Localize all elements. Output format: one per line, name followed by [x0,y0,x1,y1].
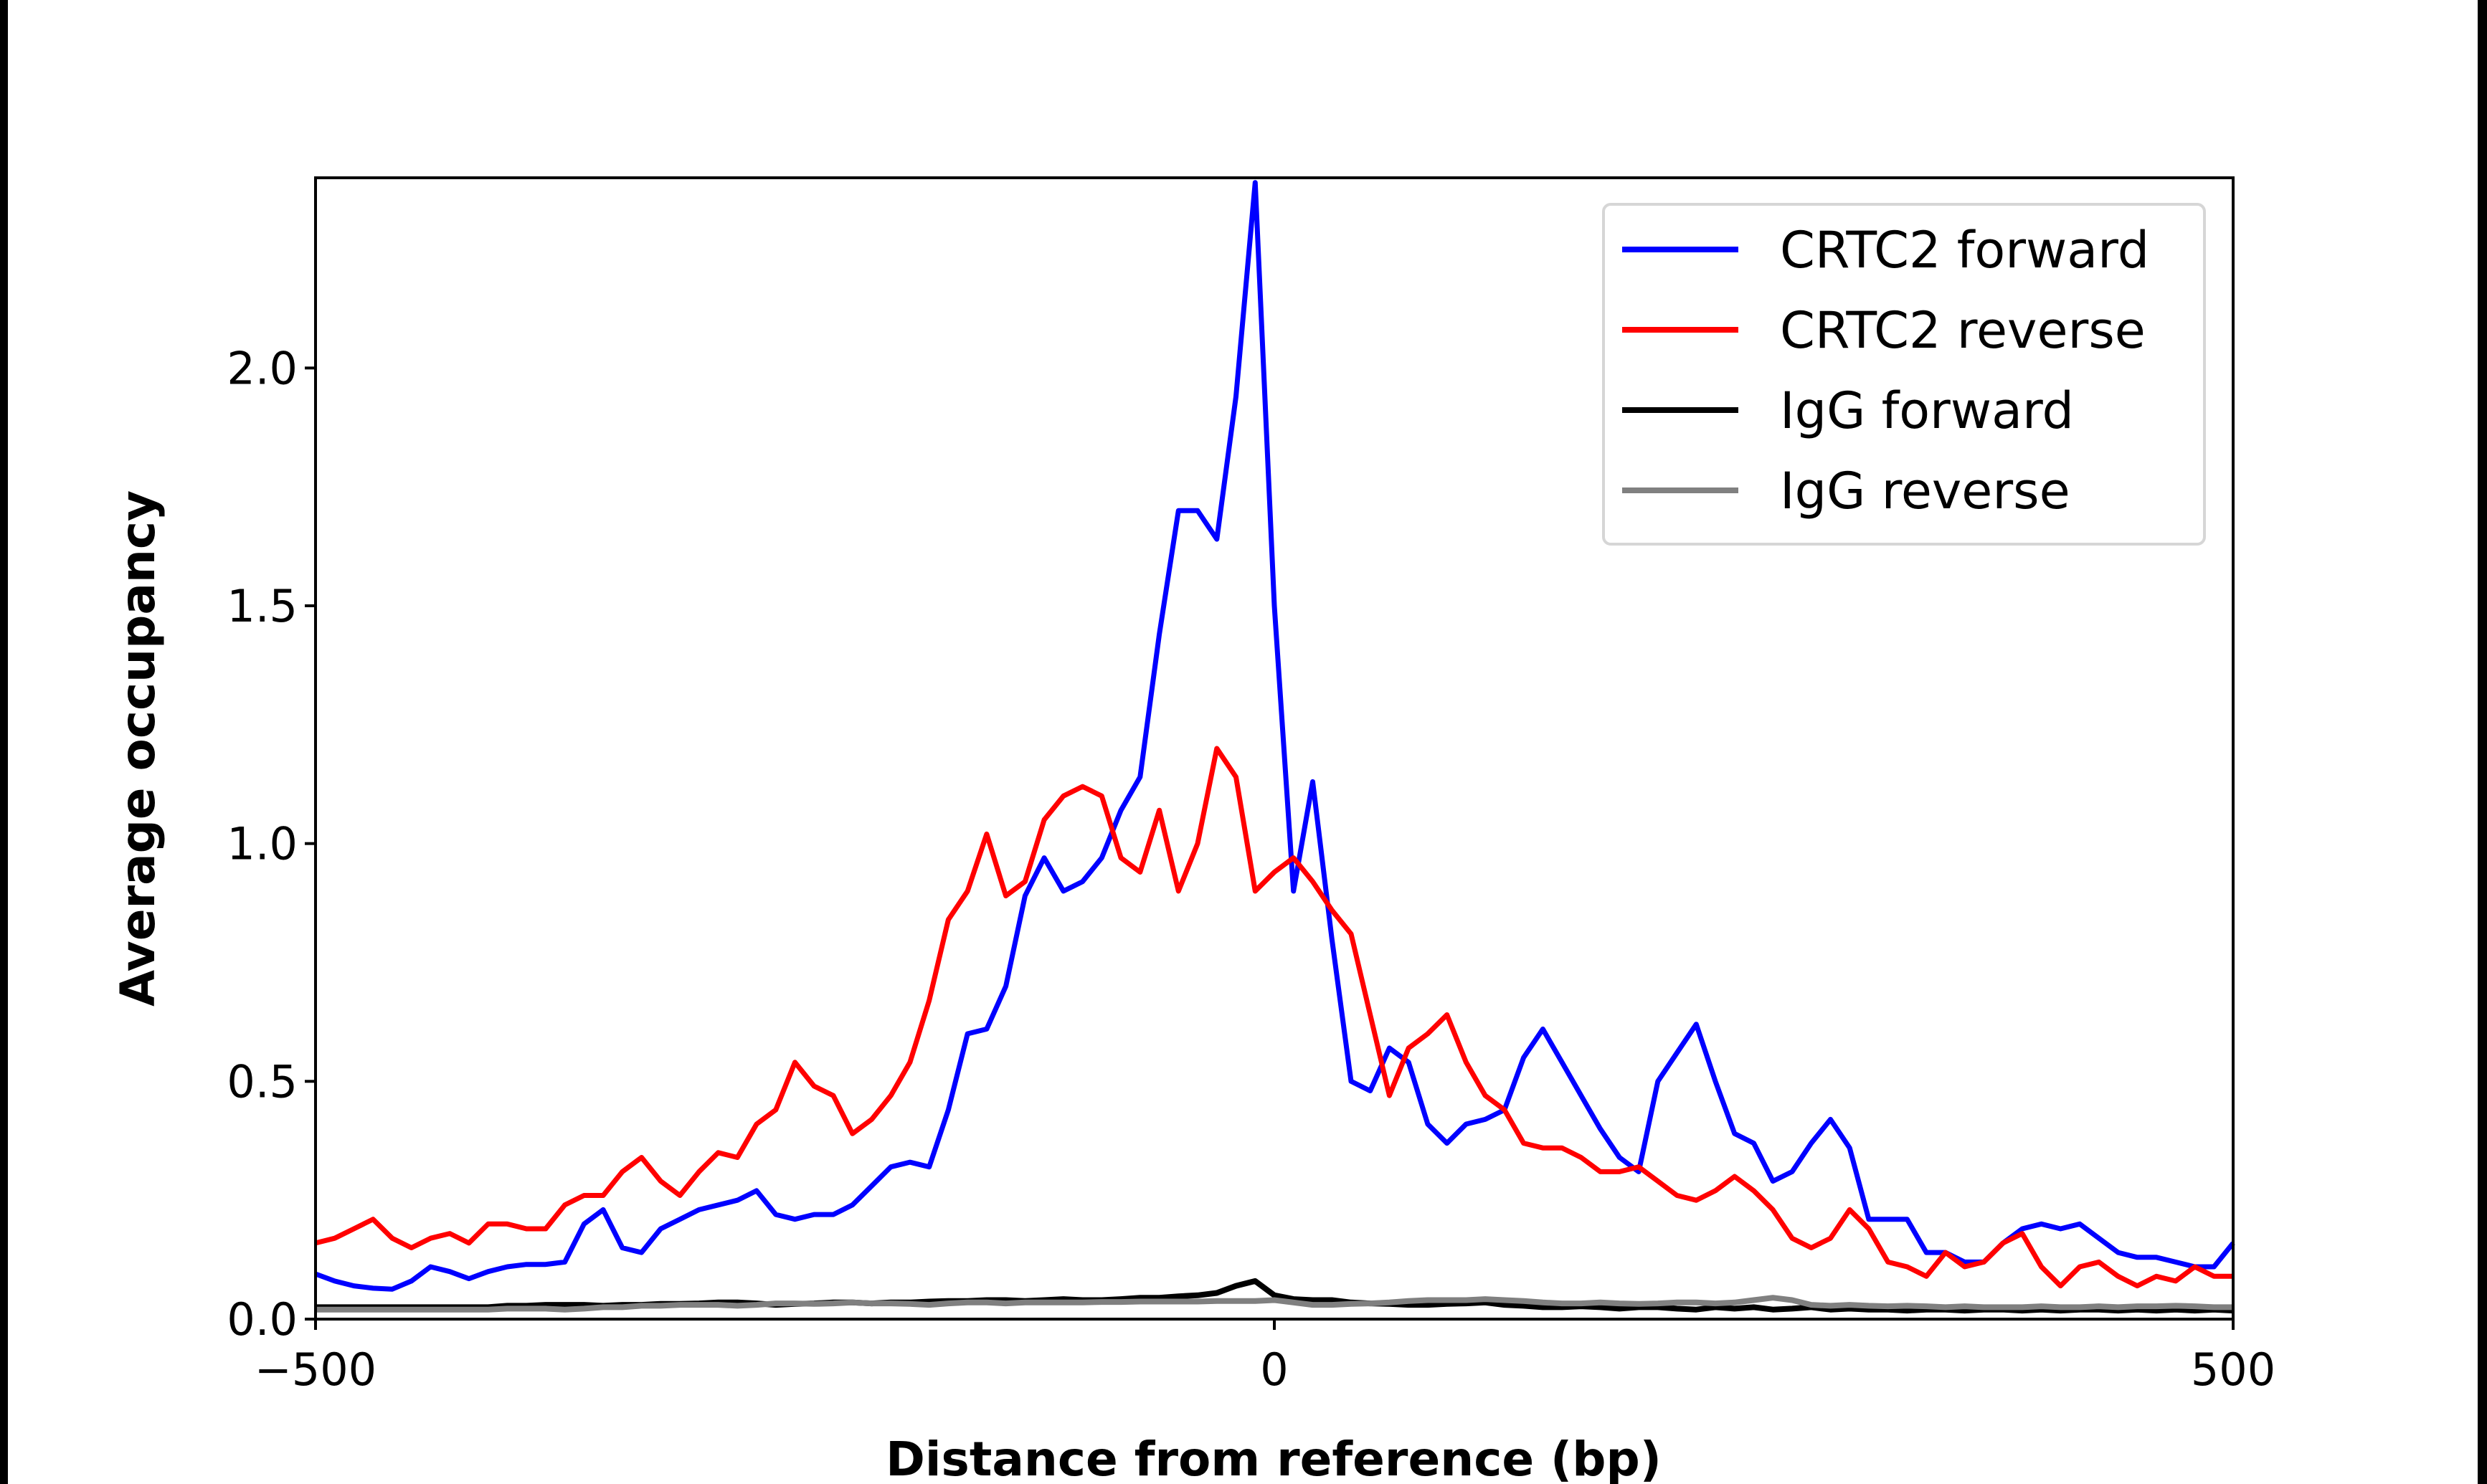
y-tick-label: 0.0 [227,1293,298,1346]
y-tick-label: 0.5 [227,1055,298,1108]
x-axis-ticks: −500 0 500 [255,1319,2275,1396]
y-axis-label: Average occupancy [110,490,166,1007]
left-edge-bar [0,0,8,1484]
series-line-crtc2-reverse [315,746,2233,1289]
x-tick-label: −500 [255,1343,376,1396]
legend-label: IgG forward [1780,381,2074,440]
series-line-igg-reverse [316,1295,2233,1313]
right-edge-bar [2478,0,2487,1484]
legend-box [1602,203,2206,546]
legend-label: IgG reverse [1780,462,2070,520]
y-axis-ticks: 0.0 0.5 1.0 1.5 2.0 [227,342,316,1346]
y-tick-label: 2.0 [227,342,298,394]
legend: CRTC2 forward CRTC2 reverse IgG forward IgG… [1602,203,2206,546]
x-axis-label: Distance from reference (bp) [886,1432,1662,1484]
y-tick-label: 1.0 [227,818,298,870]
x-tick-label: 0 [1260,1343,1288,1396]
legend-label: CRTC2 reverse [1780,301,2146,360]
y-tick-label: 1.5 [227,580,298,632]
series-line-crtc2-forward [314,180,2235,1292]
series-lines [314,180,2235,1314]
legend-label: CRTC2 forward [1780,221,2149,280]
x-tick-label: 500 [2191,1343,2275,1396]
